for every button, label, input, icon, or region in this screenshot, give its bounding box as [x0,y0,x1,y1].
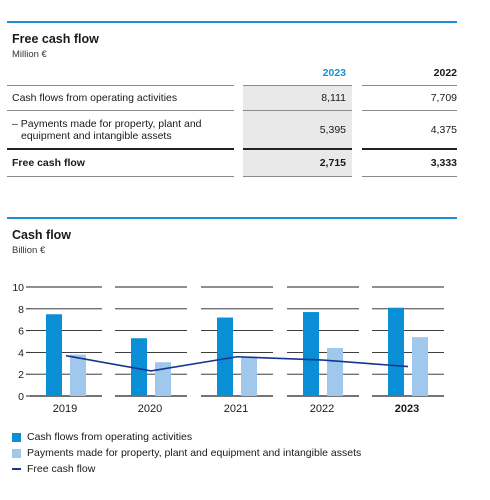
y-tick-label: 6 [18,326,24,338]
x-tick-label: 2022 [310,403,334,415]
cell-fcf-2023: 2,715 [319,157,346,169]
legend-operating: Cash flows from operating activities [12,431,192,443]
header-line [362,85,457,86]
bar-payments [70,354,86,396]
total-line [362,148,457,150]
legend-label-free-cash-flow: Free cash flow [27,463,96,475]
bar-payments [241,356,257,396]
legend-payments: Payments made for property, plant and eq… [12,447,361,459]
legend-label-operating: Cash flows from operating activities [27,431,193,443]
bar-operating [46,314,62,396]
bar-operating [131,338,147,396]
bottom-line [362,176,457,177]
year-header-2022: 2022 [433,67,457,79]
row-label-operating: Cash flows from operating activities [12,92,178,104]
cell-fcf-2022: 3,333 [430,157,457,169]
row-line [243,110,352,111]
legend-swatch-payments [12,448,21,458]
legend-free-cash-flow: Free cash flow [12,463,95,475]
bar-operating [303,312,319,396]
cell-payments-2023: 5,395 [319,124,346,136]
x-tick-label: 2020 [138,403,162,415]
total-line [7,148,234,150]
current-year-shade [243,86,352,176]
bar-payments [327,348,343,396]
bottom-line [7,176,234,177]
table-unit: Million € [12,49,47,60]
row-label-free-cash-flow: Free cash flow [12,157,85,169]
bar-operating [217,317,233,396]
free-cash-flow-line [65,354,409,372]
chart-unit: Billion € [12,245,46,256]
y-tick-label: 10 [12,282,24,294]
row-label-payments-line2: equipment and intangible assets [21,130,172,142]
bar-operating [388,307,404,396]
table-title: Free cash flow [12,32,99,46]
top-rule [7,21,457,23]
y-tick-label: 0 [18,391,24,403]
row-line [7,110,234,111]
legend-label-payments: Payments made for property, plant and eq… [27,447,362,459]
bar-payments [155,362,171,396]
legend-swatch-operating [12,432,21,442]
x-tick-label: 2019 [53,403,77,415]
x-tick-label: 2021 [224,403,248,415]
header-line [243,85,352,86]
chart-title: Cash flow [12,228,72,242]
total-line [243,148,352,150]
cash-flow-chart: 0 2 4 6 8 10 2019 2020 2021 2022 2023 [12,282,444,415]
row-label-payments: – Payments made for property, plant and … [12,118,202,142]
header-line [7,85,234,86]
x-tick-label: 2023 [395,403,419,415]
legend-swatch-free-cash-flow [12,468,21,470]
cell-operating-2023: 8,111 [321,92,346,104]
chart-top-rule [7,217,457,219]
y-tick-label: 8 [18,304,24,316]
bar-payments [412,337,428,396]
row-line [362,110,457,111]
y-tick-label: 2 [18,369,24,381]
y-tick-label: 4 [18,347,24,359]
cell-payments-2022: 4,375 [430,124,457,136]
cell-operating-2022: 7,709 [430,92,457,104]
bottom-line [243,176,352,177]
row-label-payments-line1: – Payments made for property, plant and [12,118,202,130]
year-header-2023: 2023 [322,67,346,79]
